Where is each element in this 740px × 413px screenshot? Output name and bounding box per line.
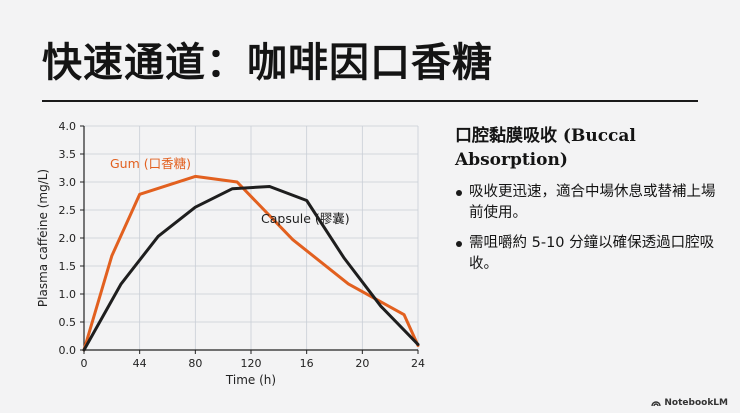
y-tick-label: 0.0 — [59, 344, 77, 357]
x-tick-label: 44 — [133, 357, 147, 370]
series-label: Gum (口香糖) — [110, 156, 191, 171]
chart-grid — [84, 125, 419, 350]
y-tick-label: 4.0 — [59, 120, 77, 133]
watermark-text: NotebookLM — [664, 398, 728, 408]
chart-labels: Time (h) Plasma caffeine (mg/L) Gum (口香糖) C… — [36, 156, 350, 387]
caffeine-line-chart: 0.0 0.5 1.0 1.5 2.0 2.5 3.0 3.5 4.0 0 44 80 120 16 20 2… — [36, 120, 426, 387]
y-tick-label: 2.0 — [59, 232, 77, 245]
chart-ticks: 0.0 0.5 1.0 1.5 2.0 2.5 3.0 3.5 4.0 0 44 80 120 16 20 2… — [59, 120, 426, 370]
x-tick-label: 20 — [355, 357, 369, 370]
y-tick-label: 3.0 — [59, 176, 77, 189]
y-axis-label: Plasma caffeine (mg/L) — [36, 169, 50, 307]
x-tick-label: 0 — [81, 357, 88, 370]
x-tick-label: 80 — [188, 357, 202, 370]
x-tick-label: 16 — [300, 357, 314, 370]
x-tick-label: 24 — [411, 357, 425, 370]
series-label: Capsule (膠囊) — [261, 211, 350, 226]
y-tick-label: 1.0 — [59, 288, 77, 301]
chart-series — [82, 174, 420, 352]
y-tick-label: 2.5 — [59, 204, 77, 217]
series-line — [82, 185, 420, 352]
watermark: NotebookLM — [651, 398, 728, 408]
info-panel: 口腔黏膜吸收 (Buccal Absorption) 吸收更迅速，適合中場休息或… — [455, 124, 717, 284]
slide-title: 快速通道：咖啡因口香糖 — [42, 40, 493, 86]
x-tick-label: 120 — [241, 357, 262, 370]
title-divider — [42, 100, 698, 102]
panel-heading: 口腔黏膜吸收 (Buccal Absorption) — [455, 126, 636, 170]
y-tick-label: 3.5 — [59, 148, 77, 161]
y-tick-label: 1.5 — [59, 260, 77, 273]
bullet-item: 吸收更迅速，適合中場休息或替補上場前使用。 — [455, 182, 717, 224]
notebooklm-logo-icon — [651, 401, 662, 407]
bullet-item: 需咀嚼約 5-10 分鐘以確保透過口腔吸收。 — [455, 233, 717, 275]
y-tick-label: 0.5 — [59, 316, 77, 329]
bullet-list: 吸收更迅速，適合中場休息或替補上場前使用。 需咀嚼約 5-10 分鐘以確保透過口… — [455, 182, 717, 275]
x-axis-label: Time (h) — [225, 373, 276, 387]
